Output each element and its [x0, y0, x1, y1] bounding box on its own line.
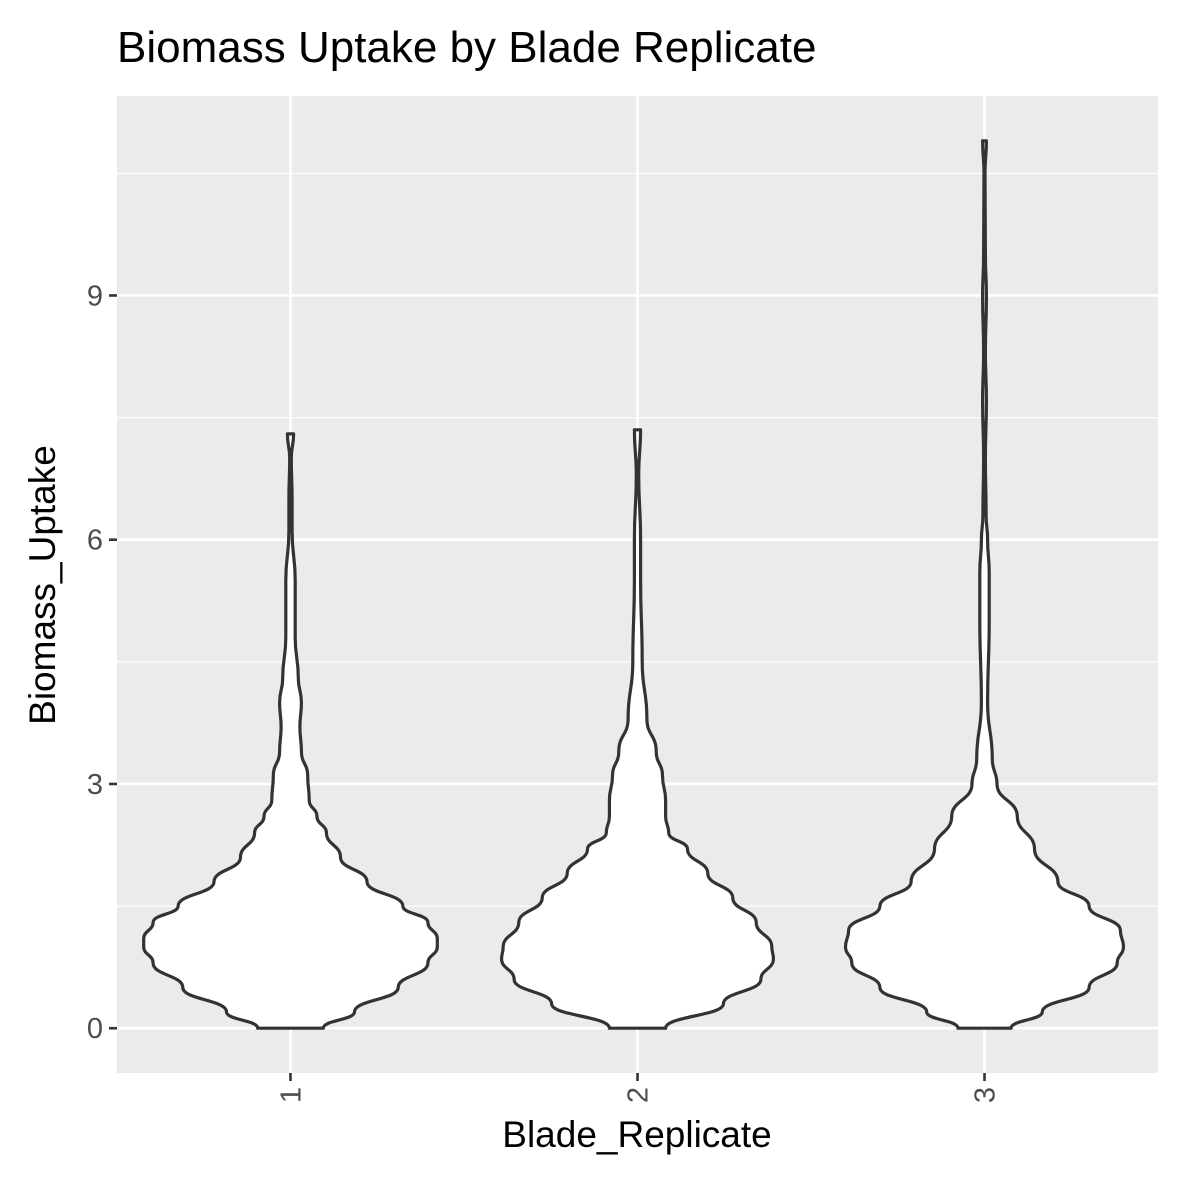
y-tick-label-9: 9	[87, 280, 103, 312]
chart-title: Biomass Uptake by Blade Replicate	[117, 23, 816, 72]
violin-1	[142, 432, 439, 1030]
x-tick-label-3: 3	[970, 1087, 1002, 1103]
x-axis: 1 2 3	[276, 1073, 1002, 1103]
y-tick-label-3: 3	[87, 769, 103, 801]
y-axis: 0 3 6 9	[87, 280, 117, 1045]
y-tick-label-6: 6	[87, 525, 103, 557]
y-tick-label-0: 0	[87, 1013, 103, 1045]
violin-3	[843, 139, 1126, 1030]
violin-series	[142, 139, 1126, 1030]
x-tick-label-1: 1	[276, 1087, 308, 1103]
x-tick-label-2: 2	[623, 1087, 655, 1103]
violin-2	[500, 428, 775, 1030]
x-axis-title: Blade_Replicate	[502, 1114, 771, 1155]
y-axis-title: Biomass_Uptake	[22, 445, 63, 725]
